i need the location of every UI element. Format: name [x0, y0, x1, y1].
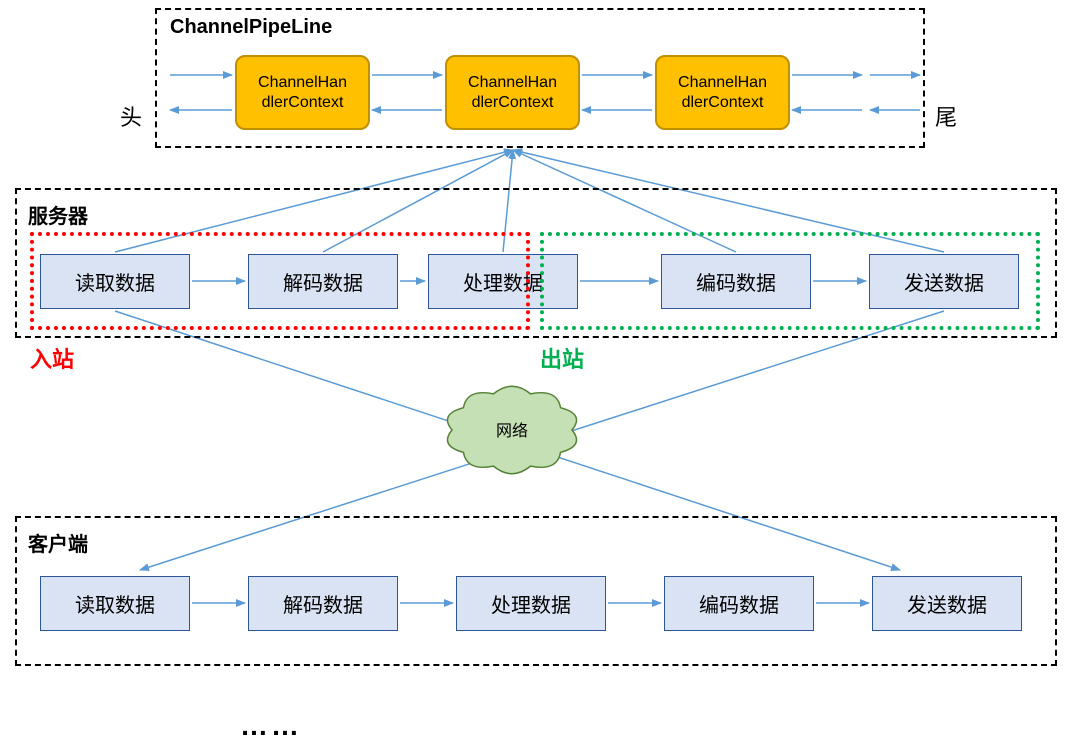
outbound-group — [540, 232, 1040, 330]
outbound-label: 出站 — [540, 342, 584, 374]
handler-context-box: ChannelHan​dlerContext — [655, 55, 790, 130]
ellipsis: …… — [240, 710, 302, 742]
client-title: 客户端 — [28, 528, 88, 557]
client-stage-box: 读取数据 — [40, 576, 190, 631]
handler-context-box: ChannelHan​dlerContext — [235, 55, 370, 130]
server-title: 服务器 — [28, 200, 88, 229]
client-stage-box: 处理数据 — [456, 576, 606, 631]
client-stage-box: 解码数据 — [248, 576, 398, 631]
inbound-label: 入站 — [30, 342, 74, 374]
client-stage-box: 发送数据 — [872, 576, 1022, 631]
client-stage-box: 编码数据 — [664, 576, 814, 631]
tail-label: 尾 — [935, 100, 957, 132]
handler-context-box: ChannelHan​dlerContext — [445, 55, 580, 130]
network-cloud-icon — [447, 386, 576, 473]
pipeline-title: ChannelPipeLine — [170, 16, 332, 39]
network-label: 网络 — [496, 421, 528, 440]
diagram-root: 网络 ChannelPipeLine 头 尾 ChannelHan​dlerCo… — [0, 0, 1072, 747]
head-label: 头 — [120, 100, 142, 132]
inbound-group — [30, 232, 530, 330]
